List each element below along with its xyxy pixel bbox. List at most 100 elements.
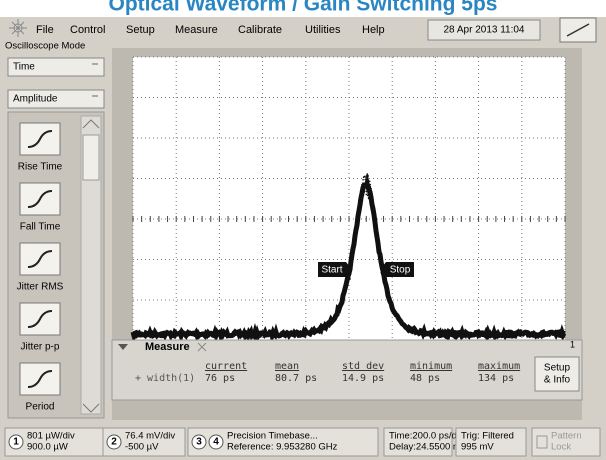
trace-dot <box>360 211 362 213</box>
trace-dot <box>372 209 374 211</box>
trace-dot <box>370 195 372 197</box>
trace-dot <box>363 176 365 178</box>
menu-item[interactable]: Setup <box>126 24 155 36</box>
menu-item[interactable]: Help <box>362 24 385 36</box>
trace-dot <box>366 186 368 188</box>
trace-dot <box>374 215 376 217</box>
trace-dot <box>365 176 367 178</box>
trace-dot <box>357 223 359 225</box>
trace-dot <box>372 197 374 199</box>
page: Optical Waveform / Gain Switching 5ps 28… <box>0 0 606 460</box>
status-text: Reference: 9.953280 GHz <box>227 442 338 453</box>
trace-dot <box>376 233 378 235</box>
trace-dot <box>378 241 380 243</box>
measure-title: Measure <box>145 341 190 353</box>
trace-dot <box>362 186 364 188</box>
page-title: Optical Waveform / Gain Switching 5ps <box>109 0 498 16</box>
trace-dot <box>367 193 369 195</box>
trace-dot <box>359 213 361 215</box>
trace-dot <box>374 213 376 215</box>
trace-dot <box>350 273 352 275</box>
trace-dot <box>356 216 358 218</box>
scroll-thumb[interactable] <box>83 135 99 180</box>
measure-value: 134 ps <box>478 373 514 384</box>
trace-dot <box>355 219 357 221</box>
trace-dot <box>377 251 379 253</box>
trace-dot <box>371 207 373 209</box>
tool-label: Rise Time <box>18 162 63 173</box>
trace-dot <box>352 248 354 250</box>
trace-dot <box>370 188 372 190</box>
trace-dot <box>368 197 370 199</box>
trace-dot <box>360 195 362 197</box>
trace-dot <box>349 277 351 279</box>
menu-item[interactable]: Calibrate <box>238 24 282 36</box>
trace-dot <box>358 204 360 206</box>
menu-item[interactable]: Utilities <box>305 24 341 36</box>
status-text: Lock <box>551 442 571 453</box>
measure-value: 80.7 ps <box>275 373 317 384</box>
trace-dot <box>367 194 369 196</box>
measure-header: std dev <box>342 361 384 372</box>
dropdown-label: Time <box>13 62 35 73</box>
tool-label: Fall Time <box>20 222 61 233</box>
status-text: Precision Timebase... <box>227 431 318 442</box>
trace-dot <box>375 225 377 227</box>
trace-dot <box>360 209 362 211</box>
trace-dot <box>369 180 371 182</box>
marker-label: Stop <box>390 265 411 276</box>
trace-dot <box>373 219 375 221</box>
channel-marker: 1 <box>570 339 575 349</box>
trace-dot <box>356 227 358 229</box>
trace-dot <box>378 254 380 256</box>
measure-header: current <box>205 361 247 372</box>
trace-dot <box>352 254 354 256</box>
status-text: -500 µV <box>125 442 159 453</box>
trace-dot <box>359 198 361 200</box>
trace-dot <box>367 178 369 180</box>
status-text: 900.0 µW <box>27 442 68 453</box>
trace-dot <box>381 272 383 274</box>
trace-dot <box>369 184 371 186</box>
trace-dot <box>366 191 368 193</box>
trace-dot <box>376 231 378 233</box>
trace-dot <box>349 261 351 263</box>
status-text: Trig: Filtered <box>461 431 514 442</box>
setup-info-label: & Info <box>544 375 571 386</box>
channel-number: 3 <box>196 437 202 448</box>
trace-dot <box>373 221 375 223</box>
trace-dot <box>376 239 378 241</box>
trace-dot <box>379 244 381 246</box>
menu-item[interactable]: File <box>36 24 54 36</box>
trace-dot <box>362 184 364 186</box>
channel-number: 4 <box>213 437 219 448</box>
trace-dot <box>371 193 373 195</box>
menu-item[interactable]: Control <box>70 24 105 36</box>
setup-info-label: Setup <box>544 363 571 374</box>
trace-dot <box>380 256 382 258</box>
trace-dot <box>366 194 368 196</box>
measure-value: 48 ps <box>410 373 440 384</box>
trace-dot <box>358 220 360 222</box>
trace-dot <box>380 252 382 254</box>
trace-dot <box>380 249 382 251</box>
trace-dot <box>349 259 351 261</box>
menu-item[interactable]: Measure <box>175 24 218 36</box>
trace-dot <box>353 237 355 239</box>
trace-dot <box>363 187 365 189</box>
trace-dot <box>349 275 351 277</box>
trace-dot <box>371 201 373 203</box>
trace-dot <box>374 218 376 220</box>
trace-dot <box>376 223 378 225</box>
mode-label: Oscilloscope Mode <box>5 41 85 52</box>
trace-dot <box>358 199 360 201</box>
trace-dot <box>361 193 363 195</box>
trace-dot <box>354 233 356 235</box>
trace-dot <box>359 203 361 205</box>
trace-dot <box>356 215 358 217</box>
trace-dot <box>354 239 356 241</box>
trace-dot <box>362 196 364 198</box>
trace-dot <box>376 243 378 245</box>
tool-label: Jitter RMS <box>17 282 64 293</box>
trace-dot <box>363 192 365 194</box>
